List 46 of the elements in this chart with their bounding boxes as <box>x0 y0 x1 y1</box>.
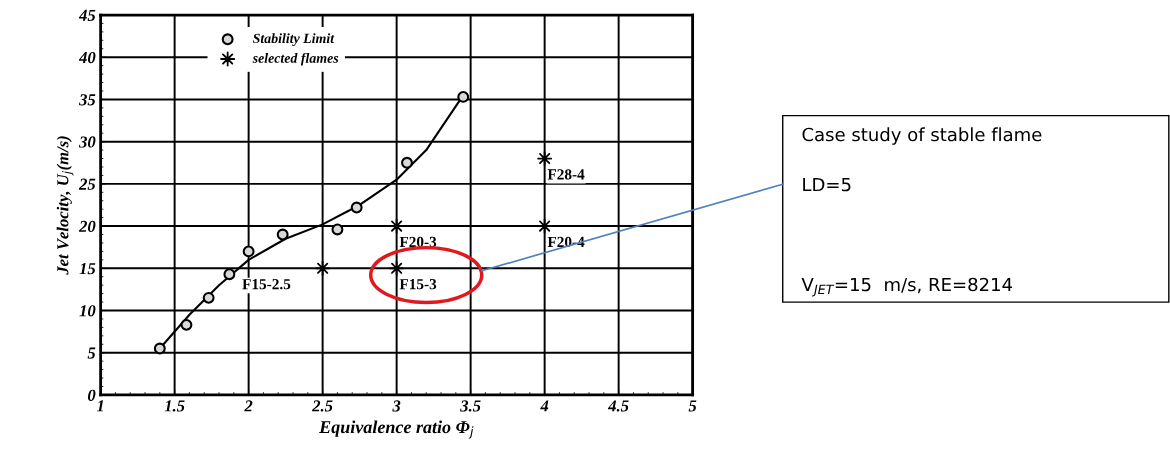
point <box>389 218 405 234</box>
point <box>276 228 289 241</box>
x-axis-title: Equivalence ratio Φ$_{j}$ <box>319 420 474 439</box>
point <box>389 260 405 276</box>
text: LD=5 <box>803 177 851 192</box>
y-tick-label: 15 <box>79 263 96 275</box>
point <box>401 156 413 169</box>
point <box>315 260 331 276</box>
point <box>242 245 255 258</box>
y-tick-label: 45 <box>78 9 96 21</box>
y-tick-label: 0 <box>88 389 96 401</box>
text: Case study of stable flame <box>802 127 1042 145</box>
x-tick-label: 2.5 <box>312 400 333 412</box>
x-tick-label: 1.5 <box>164 400 185 412</box>
annotation: F15-3 <box>399 279 437 290</box>
point <box>537 218 553 234</box>
y-tick-label: 25 <box>78 178 96 190</box>
legend-label: Stability Limit <box>252 33 335 46</box>
text: V$_{JET}$=15 m/s, RE=8214 <box>801 277 1013 297</box>
annotation: F28-4 <box>547 169 585 180</box>
point <box>202 291 215 304</box>
y-tick-label: 20 <box>78 220 96 233</box>
point <box>331 223 344 236</box>
annotation: F15-2.5 <box>242 279 291 290</box>
point <box>180 318 193 331</box>
x-tick-label: 4 <box>540 400 549 412</box>
y-tick-label: 30 <box>78 136 96 148</box>
point <box>457 90 470 103</box>
x-tick-label: 5 <box>688 400 697 412</box>
y-tick-label: 10 <box>79 305 96 317</box>
annotation: F20-3 <box>399 236 437 248</box>
x-tick-label: 2 <box>244 400 253 412</box>
point <box>350 201 363 214</box>
y-tick-label: 5 <box>87 347 96 359</box>
x-tick-label: 4.5 <box>607 400 629 412</box>
point <box>223 268 236 281</box>
y-axis-title: Jet Velocity, U$_{j}$(m/s) <box>56 136 74 275</box>
y-tick-label: 35 <box>78 94 96 106</box>
x-tick-label: 3 <box>392 400 401 412</box>
annotation: F20-4 <box>547 236 585 248</box>
point <box>153 342 166 355</box>
legend-label: selected flames <box>252 52 339 66</box>
x-tick-label: 3.5 <box>460 400 481 412</box>
x-tick-label: 1 <box>96 400 104 412</box>
point <box>537 151 553 167</box>
y-tick-label: 40 <box>78 51 96 64</box>
